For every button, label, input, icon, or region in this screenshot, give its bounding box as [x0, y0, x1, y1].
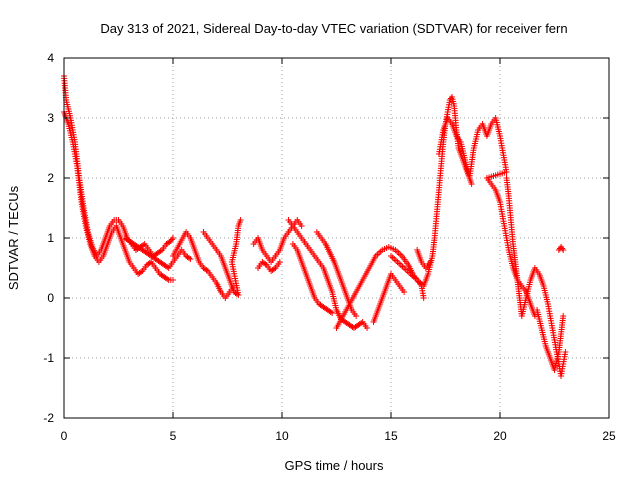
data-point: [364, 325, 371, 331]
x-tick-label: 10: [275, 429, 289, 443]
data-point: [276, 259, 283, 265]
data-point: [427, 259, 434, 265]
grid-lines: [64, 58, 609, 418]
data-point: [353, 313, 360, 319]
data-point: [468, 181, 475, 187]
data-point: [140, 242, 147, 248]
data-point: [560, 247, 567, 253]
data-point: [157, 248, 164, 254]
data-point: [146, 260, 153, 266]
data-point: [560, 313, 567, 319]
data-point: [271, 266, 278, 272]
data-point: [327, 309, 334, 315]
x-tick-label: 0: [61, 429, 68, 443]
y-tick-label: 0: [47, 291, 54, 305]
data-point: [420, 295, 427, 301]
data-point: [185, 255, 192, 261]
y-tick-label: -1: [43, 351, 54, 365]
data-point: [138, 269, 145, 275]
data-point: [203, 267, 210, 273]
data-point: [358, 320, 365, 326]
x-tick-label: 15: [384, 429, 398, 443]
data-point: [164, 264, 171, 270]
chart-title: Day 313 of 2021, Sidereal Day-to-day VTE…: [100, 21, 567, 36]
y-tick-label: 2: [47, 171, 54, 185]
y-tick-label: 3: [47, 111, 54, 125]
data-point: [298, 223, 305, 229]
y-tick-label: -2: [43, 411, 54, 425]
data-point: [262, 261, 269, 267]
data-point: [187, 256, 194, 262]
x-tick-label: 25: [602, 429, 616, 443]
y-tick-label: 4: [47, 51, 54, 65]
data-point: [329, 310, 336, 316]
data-point: [401, 289, 408, 295]
data-point: [562, 349, 569, 355]
data-point: [531, 313, 538, 319]
x-tick-label: 20: [493, 429, 507, 443]
data-point: [170, 235, 176, 241]
data-point: [164, 276, 171, 282]
x-axis-label: GPS time / hours: [285, 458, 384, 473]
data-point: [233, 291, 240, 297]
x-axis-ticks: 0 5 10 15 20 25: [61, 58, 616, 443]
y-tick-label: 1: [47, 231, 54, 245]
y-axis-label: SDTVAR / TECUs: [6, 185, 21, 290]
y-axis-ticks: -2 -1 0 1 2 3 4: [43, 51, 609, 425]
data-point: [237, 217, 244, 223]
data-point: [170, 277, 176, 283]
data-points: [61, 73, 569, 379]
x-tick-label: 5: [170, 429, 177, 443]
